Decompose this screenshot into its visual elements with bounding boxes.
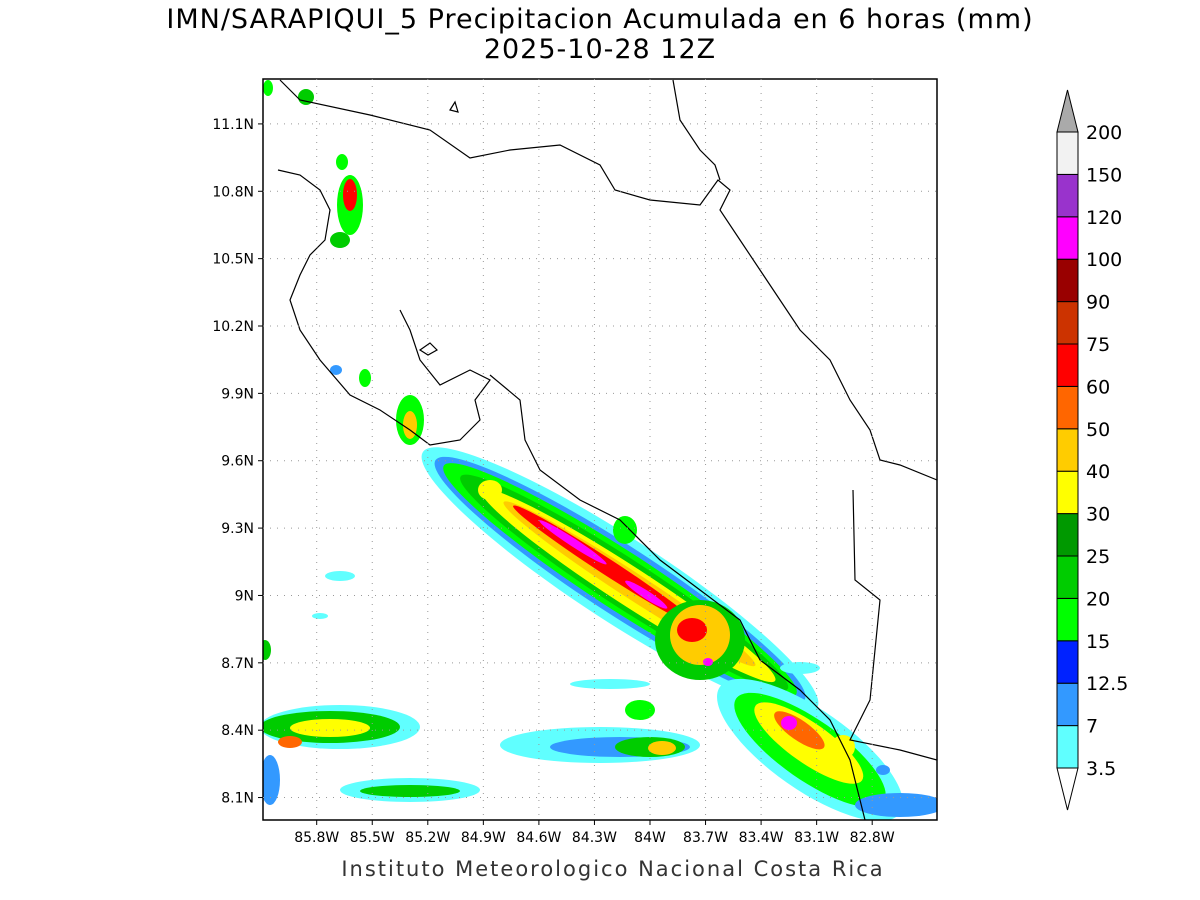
coastlines xyxy=(277,79,937,820)
subtitle: 2025-10-28 12Z xyxy=(484,34,716,65)
colorbar-swatch xyxy=(1056,216,1079,260)
colorbar-label: 25 xyxy=(1086,546,1110,568)
colorbar-swatch xyxy=(1056,173,1079,218)
colorbar-swatch xyxy=(1056,428,1079,472)
colorbar-label: 120 xyxy=(1086,207,1122,229)
colorbar-swatch xyxy=(1056,301,1079,345)
lon-tick-label: 83.1W xyxy=(794,830,839,846)
colorbar-label: 30 xyxy=(1086,504,1110,526)
lon-tick-label: 83.4W xyxy=(739,830,784,846)
lat-tick-label: 10.5N xyxy=(212,252,254,268)
lat-tick-label: 8.4N xyxy=(221,723,254,739)
lon-tick-label: 84.9W xyxy=(461,830,506,846)
lon-tick-label: 84.3W xyxy=(572,830,617,846)
colorbar-swatch xyxy=(1056,470,1079,515)
colorbar-label: 20 xyxy=(1086,588,1110,610)
colorbar-label: 60 xyxy=(1086,376,1110,398)
colorbar-swatch xyxy=(1056,385,1079,430)
colorbar-over xyxy=(1056,89,1079,133)
lat-tick-label: 9.6N xyxy=(221,454,254,470)
colorbar-swatch xyxy=(1056,555,1079,599)
colorbar-label: 40 xyxy=(1086,461,1110,483)
lon-tick-label: 85.8W xyxy=(294,830,339,846)
colorbar-label: 15 xyxy=(1086,631,1110,653)
colorbar-swatch xyxy=(1056,131,1079,175)
colorbar-swatch xyxy=(1056,597,1079,642)
lat-tick-label: 9N xyxy=(235,588,254,604)
lat-tick-label: 11.1N xyxy=(212,117,254,133)
colorbar-under xyxy=(1056,767,1079,811)
colorbar-label: 100 xyxy=(1086,249,1122,271)
lon-tick-label: 82.8W xyxy=(850,830,895,846)
colorbar-label: 150 xyxy=(1086,164,1122,186)
colorbar-label: 200 xyxy=(1086,122,1122,144)
colorbar-swatch xyxy=(1056,725,1079,769)
colorbar-swatch xyxy=(1056,682,1079,727)
colorbar-label: 75 xyxy=(1086,334,1110,356)
colorbar-swatch xyxy=(1056,343,1079,387)
colorbar-label: 7 xyxy=(1086,716,1098,738)
colorbar-swatch xyxy=(1056,513,1079,557)
lat-tick-label: 8.1N xyxy=(221,791,254,807)
lat-tick-label: 9.9N xyxy=(221,386,254,402)
colorbar-label: 50 xyxy=(1086,419,1110,441)
colorbar-label: 90 xyxy=(1086,292,1110,314)
lon-tick-label: 84.6W xyxy=(516,830,561,846)
lon-tick-label: 85.5W xyxy=(350,830,395,846)
lat-tick-label: 10.2N xyxy=(212,319,254,335)
credit: Instituto Meteorologico Nacional Costa R… xyxy=(341,857,884,881)
lon-tick-label: 85.2W xyxy=(405,830,450,846)
colorbar-swatch xyxy=(1056,640,1079,684)
lat-tick-label: 10.8N xyxy=(212,184,254,200)
colorbar-swatch xyxy=(1056,258,1079,303)
colorbar-label: 3.5 xyxy=(1086,758,1116,780)
lon-tick-label: 83.7W xyxy=(683,830,728,846)
lat-tick-label: 9.3N xyxy=(221,521,254,537)
map-frame xyxy=(262,78,938,821)
precipitation-field xyxy=(263,80,937,820)
lat-tick-label: 8.7N xyxy=(221,656,254,672)
lon-tick-label: 84W xyxy=(634,830,666,846)
colorbar-label: 12.5 xyxy=(1086,673,1128,695)
title: IMN/SARAPIQUI_5 Precipitacion Acumulada … xyxy=(166,4,1033,35)
